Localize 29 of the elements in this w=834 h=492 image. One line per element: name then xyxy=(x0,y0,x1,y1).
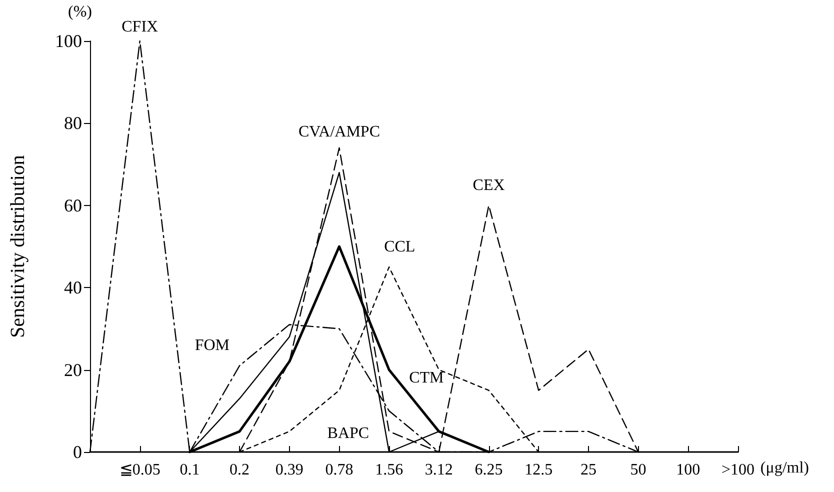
y-tick-label: 100 xyxy=(55,31,82,51)
text: (%) xyxy=(68,4,92,20)
x-tick-label: 0.2 xyxy=(230,462,250,478)
x-tick-label: 50 xyxy=(630,462,646,478)
annotation: BAPC xyxy=(327,424,370,442)
y-tick-label: 60 xyxy=(64,195,82,216)
y-tick-label: 80 xyxy=(64,113,82,134)
annotation: FOM xyxy=(194,337,230,354)
annotation: CCL xyxy=(384,238,416,256)
y-tick-label: 20 xyxy=(64,360,82,380)
x-tick-label: >100 xyxy=(721,462,755,478)
y-axis-title: Sensitivity distribution xyxy=(7,155,29,338)
x-tick-label: 3.12 xyxy=(424,462,453,478)
annotation: CFIX xyxy=(122,18,159,36)
x-tick-label: 12.5 xyxy=(524,462,553,478)
x-tick-label: 0.78 xyxy=(325,462,354,478)
x-tick-label: 6.25 xyxy=(474,462,503,478)
y-tick-label: 40 xyxy=(64,278,82,298)
x-tick-label: ≦0.05 xyxy=(119,462,160,478)
annotation: CEX xyxy=(472,176,506,194)
x-tick-label: 0.39 xyxy=(275,462,304,478)
annotation: CTM xyxy=(409,369,444,386)
annotation: CVA/AMPC xyxy=(298,123,380,140)
x-tick-label: 1.56 xyxy=(375,462,404,478)
x-tick-label: 25 xyxy=(580,462,596,478)
x-axis-title: (μg/ml) xyxy=(760,460,809,476)
y-tick-label: 0 xyxy=(73,442,82,462)
x-tick-label: 100 xyxy=(676,462,700,478)
x-tick-label: 0.1 xyxy=(180,462,200,478)
